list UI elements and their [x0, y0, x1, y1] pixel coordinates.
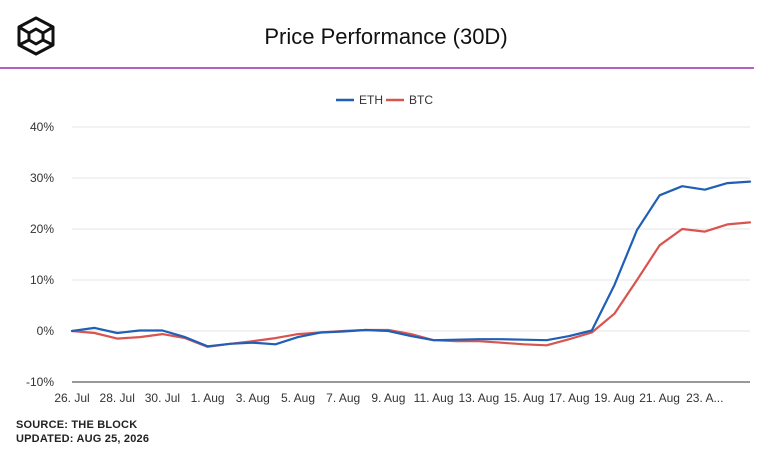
y-tick-label: -10% — [26, 375, 54, 389]
series-line-eth — [70, 180, 752, 348]
x-tick-label: 13. Aug — [458, 391, 499, 405]
updated-label: UPDATED: AUG 25, 2026 — [16, 433, 150, 445]
y-tick-label: 0% — [37, 324, 55, 338]
source-label: SOURCE: THE BLOCK — [16, 419, 138, 431]
y-tick-label: 20% — [30, 222, 54, 236]
x-tick-label: 19. Aug — [594, 391, 635, 405]
x-tick-label: 26. Jul — [54, 391, 89, 405]
line-chart: -10% 0% 10% 20% 30% 40% 26. Jul 28. Jul 30. Jul 1… — [26, 93, 752, 405]
x-tick-label: 5. Aug — [281, 391, 315, 405]
x-tick-label: 30. Jul — [145, 391, 180, 405]
x-tick-label: 23. A... — [686, 391, 723, 405]
x-tick-label: 21. Aug — [639, 391, 680, 405]
x-tick-label: 17. Aug — [549, 391, 590, 405]
x-tick-label: 7. Aug — [326, 391, 360, 405]
legend-label-eth: ETH — [359, 93, 383, 107]
x-tick-label: 11. Aug — [414, 391, 454, 405]
y-tick-label: 10% — [30, 273, 54, 287]
header-divider — [0, 67, 754, 69]
y-tick-label: 30% — [30, 171, 54, 185]
x-tick-label: 3. Aug — [236, 391, 270, 405]
y-tick-label: 40% — [30, 120, 54, 134]
series-line-btc — [70, 221, 752, 348]
legend-label-btc: BTC — [409, 93, 433, 107]
x-tick-label: 28. Jul — [100, 391, 135, 405]
chart-header: Price Performance (30D) — [0, 0, 772, 68]
x-tick-label: 15. Aug — [504, 391, 545, 405]
x-tick-label: 9. Aug — [371, 391, 405, 405]
x-tick-label: 1. Aug — [191, 391, 225, 405]
the-block-cube-icon — [17, 16, 55, 56]
chart-footer: SOURCE: THE BLOCK UPDATED: AUG 25, 2026 — [16, 418, 149, 446]
chart-title: Price Performance (30D) — [264, 24, 508, 49]
